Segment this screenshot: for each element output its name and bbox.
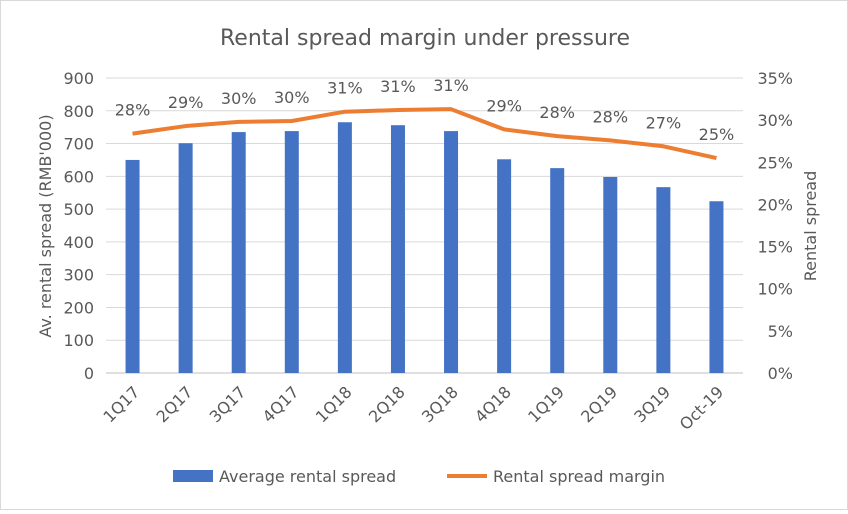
- y2-tick-label: 10%: [757, 280, 793, 299]
- legend-label-line: Rental spread margin: [493, 467, 665, 486]
- y2-tick-label: 15%: [757, 238, 793, 257]
- bar: [550, 168, 565, 373]
- legend: Average rental spread Rental spread marg…: [173, 467, 665, 486]
- bar: [231, 132, 246, 373]
- x-tick-label: 2Q18: [365, 382, 409, 426]
- legend-label-bar: Average rental spread: [219, 467, 396, 486]
- y-tick-label: 100: [63, 331, 94, 350]
- x-tick-label: 4Q17: [259, 382, 303, 426]
- y-tick-label: 0: [84, 364, 94, 383]
- y-axis-label: Av. rental spread (RMB'000): [36, 114, 55, 337]
- y2-tick-label: 20%: [757, 195, 793, 214]
- y-tick-label: 900: [63, 69, 94, 88]
- y-tick-label: 500: [63, 200, 94, 219]
- x-tick-label: 2Q17: [153, 382, 197, 426]
- data-label: 29%: [168, 93, 204, 112]
- bar: [709, 201, 724, 373]
- y-tick-label: 300: [63, 266, 94, 285]
- x-tick-label: 4Q18: [471, 382, 515, 426]
- data-label: 29%: [486, 96, 522, 115]
- y-tick-label: 600: [63, 167, 94, 186]
- y2-tick-label: 0%: [768, 364, 793, 383]
- data-label: 25%: [699, 125, 735, 144]
- bar: [656, 187, 671, 373]
- y2-tick-label: 35%: [757, 69, 793, 88]
- data-label: 31%: [433, 76, 469, 95]
- margin-line: [132, 107, 717, 161]
- y-tick-label: 800: [63, 102, 94, 121]
- y2-tick-label: 5%: [768, 322, 793, 341]
- x-tick-label: 2Q19: [577, 382, 621, 426]
- y-tick-label: 700: [63, 135, 94, 154]
- bar: [603, 176, 618, 373]
- y-tick-label: 400: [63, 233, 94, 252]
- data-label: 28%: [593, 107, 629, 126]
- bar: [497, 159, 512, 373]
- x-tick-label: 1Q18: [312, 382, 356, 426]
- data-label: 28%: [115, 101, 151, 120]
- data-label: 30%: [221, 89, 257, 108]
- y2-tick-label: 25%: [757, 153, 793, 172]
- chart-title: Rental spread margin under pressure: [220, 26, 630, 51]
- bar: [178, 143, 193, 373]
- data-label: 31%: [380, 77, 416, 96]
- x-tick-label: 3Q17: [206, 382, 250, 426]
- data-label: 31%: [327, 79, 363, 98]
- bar: [125, 159, 140, 373]
- x-tick-label: 3Q18: [418, 382, 462, 426]
- bar: [337, 122, 352, 373]
- x-tick-label: 1Q19: [524, 382, 568, 426]
- data-label: 28%: [539, 103, 575, 122]
- y2-axis-label: Rental spread: [801, 171, 820, 282]
- data-label: 27%: [646, 113, 682, 132]
- x-tick-label: Oct-19: [676, 382, 727, 433]
- bar: [284, 131, 299, 373]
- y-tick-label: 200: [63, 298, 94, 317]
- legend-swatch-bar: [173, 470, 213, 482]
- bar: [390, 125, 405, 373]
- y2-tick-label: 30%: [757, 111, 793, 130]
- x-tick-label: 3Q19: [630, 382, 674, 426]
- data-label: 30%: [274, 88, 310, 107]
- x-tick-label: 1Q17: [99, 382, 143, 426]
- bar: [444, 131, 459, 373]
